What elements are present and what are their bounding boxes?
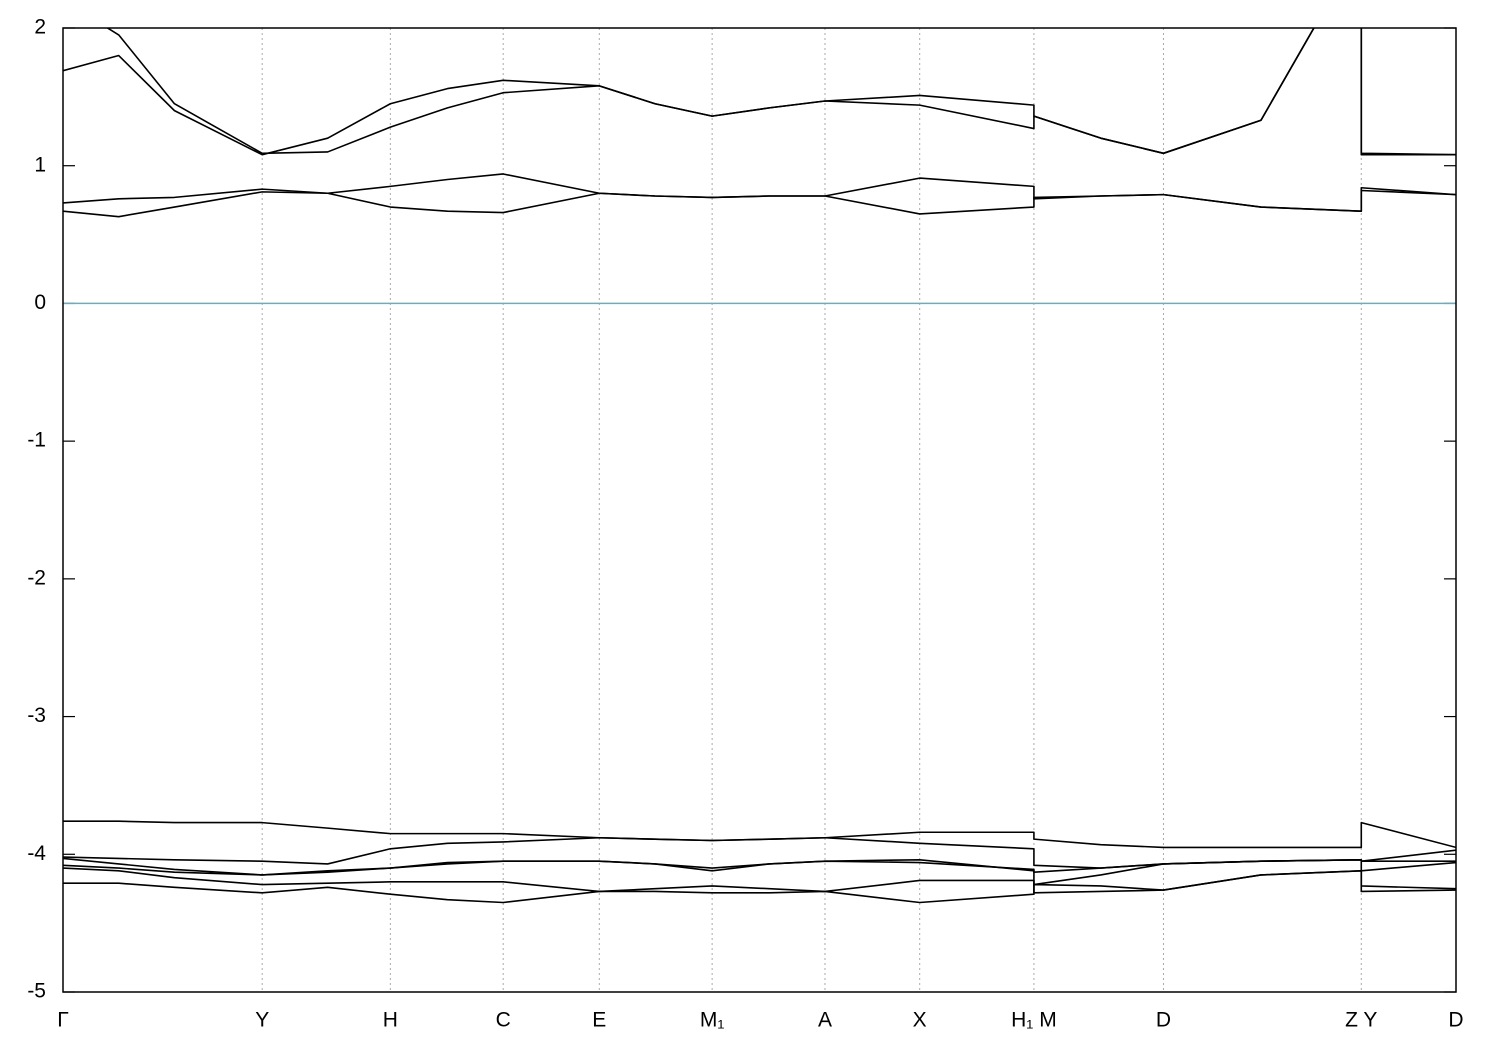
plot-area: [63, 28, 1456, 904]
x-tick-label: H: [383, 1009, 398, 1032]
y-tick-label: -4: [27, 842, 46, 865]
plot-frame: [62, 27, 1457, 993]
y-tick-label: 0: [34, 291, 46, 314]
x-tick-label: Y: [255, 1009, 269, 1032]
x-tick-label: E: [592, 1009, 606, 1032]
x-tick-label: Γ: [57, 1009, 69, 1032]
band-line: [63, 870, 1456, 904]
x-tick-label: Z Y: [1345, 1009, 1377, 1032]
x-tick-label: D: [1156, 1009, 1171, 1032]
y-tick-label: 1: [34, 153, 46, 176]
band-line: [63, 189, 1456, 218]
band-line: [63, 836, 1456, 869]
x-tick-label: X: [913, 1009, 927, 1032]
band-line: [63, 867, 1456, 894]
x-tick-label: D: [1448, 1009, 1463, 1032]
labels: -5 -4 -3 -2 -1 0 1 2 Γ Y H C E M₁ A X H₁ M D Z Y D: [27, 16, 1463, 1032]
band-line: [63, 858, 1456, 886]
y-tick-label: -3: [27, 704, 46, 727]
y-tick-label: -5: [27, 980, 46, 1003]
x-tick-label: A: [818, 1009, 832, 1032]
band-line: [106, 28, 1456, 156]
band-line: [63, 820, 1456, 849]
x-tick-label: M₁: [700, 1009, 725, 1032]
y-tick-label: -2: [27, 566, 46, 589]
band-line: [63, 28, 1456, 156]
y-tick-label: -1: [27, 429, 46, 452]
x-tick-label: H₁ M: [1011, 1009, 1057, 1032]
y-tick-label: 2: [34, 16, 46, 39]
x-tick-label: C: [496, 1009, 511, 1032]
